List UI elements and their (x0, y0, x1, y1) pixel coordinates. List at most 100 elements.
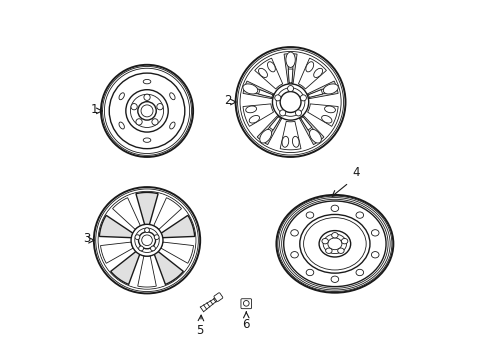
Circle shape (235, 47, 345, 157)
Circle shape (142, 235, 152, 246)
FancyBboxPatch shape (213, 293, 223, 301)
Ellipse shape (305, 269, 313, 276)
Ellipse shape (371, 230, 378, 236)
Ellipse shape (258, 68, 267, 77)
Ellipse shape (143, 138, 150, 142)
Polygon shape (291, 54, 297, 84)
Ellipse shape (282, 136, 288, 147)
Ellipse shape (245, 106, 256, 113)
Polygon shape (254, 58, 282, 89)
Circle shape (139, 246, 143, 251)
Ellipse shape (119, 93, 124, 100)
Circle shape (295, 110, 301, 116)
Ellipse shape (276, 195, 392, 293)
Ellipse shape (355, 212, 363, 218)
Text: 2: 2 (224, 94, 231, 107)
Ellipse shape (330, 276, 338, 283)
Polygon shape (101, 242, 133, 263)
Circle shape (272, 84, 308, 120)
Polygon shape (112, 198, 140, 229)
Polygon shape (284, 54, 289, 84)
Polygon shape (307, 81, 335, 95)
Polygon shape (153, 198, 181, 229)
Ellipse shape (143, 80, 150, 84)
Polygon shape (154, 251, 183, 284)
Circle shape (99, 192, 195, 288)
Circle shape (154, 235, 159, 239)
Ellipse shape (321, 238, 328, 244)
Text: 4: 4 (351, 166, 359, 179)
Ellipse shape (292, 136, 299, 147)
Ellipse shape (371, 252, 378, 258)
Circle shape (276, 88, 304, 116)
Ellipse shape (324, 106, 335, 113)
Polygon shape (110, 251, 140, 284)
Circle shape (135, 228, 159, 252)
Polygon shape (99, 215, 133, 238)
Polygon shape (138, 256, 156, 287)
Polygon shape (257, 116, 278, 139)
Ellipse shape (299, 215, 369, 273)
Circle shape (157, 104, 163, 110)
Text: 5: 5 (196, 324, 203, 337)
Polygon shape (264, 118, 281, 145)
Ellipse shape (267, 62, 275, 72)
Ellipse shape (305, 62, 313, 72)
Circle shape (131, 104, 137, 110)
Circle shape (101, 65, 193, 157)
Circle shape (138, 232, 155, 249)
Polygon shape (288, 69, 292, 83)
Ellipse shape (313, 68, 322, 77)
Polygon shape (136, 192, 158, 225)
Circle shape (143, 94, 150, 100)
Polygon shape (307, 104, 338, 126)
Polygon shape (243, 104, 273, 126)
Polygon shape (161, 242, 193, 263)
Circle shape (279, 110, 285, 116)
Polygon shape (258, 90, 272, 97)
Polygon shape (243, 90, 272, 99)
Circle shape (300, 95, 306, 101)
Polygon shape (300, 117, 311, 130)
Circle shape (150, 246, 155, 251)
Ellipse shape (305, 212, 313, 218)
Ellipse shape (243, 84, 257, 94)
Ellipse shape (323, 84, 338, 94)
Circle shape (141, 105, 153, 117)
Polygon shape (308, 90, 322, 97)
Ellipse shape (290, 230, 298, 236)
Text: 6: 6 (242, 318, 249, 330)
Circle shape (243, 301, 248, 306)
Ellipse shape (337, 248, 344, 253)
Ellipse shape (285, 52, 295, 67)
Ellipse shape (290, 252, 298, 258)
Ellipse shape (327, 238, 341, 250)
FancyBboxPatch shape (241, 299, 251, 309)
Polygon shape (298, 58, 326, 89)
Polygon shape (302, 116, 324, 139)
Polygon shape (299, 118, 316, 145)
Circle shape (94, 187, 200, 293)
Text: 1: 1 (91, 103, 99, 116)
Polygon shape (308, 90, 338, 99)
Ellipse shape (169, 93, 175, 100)
Ellipse shape (341, 238, 347, 244)
Ellipse shape (355, 269, 363, 276)
Polygon shape (269, 117, 280, 130)
Ellipse shape (321, 116, 331, 123)
Polygon shape (280, 121, 301, 150)
Circle shape (152, 119, 158, 125)
Circle shape (287, 86, 293, 91)
Circle shape (135, 235, 140, 239)
Text: 3: 3 (82, 232, 90, 245)
Circle shape (241, 53, 339, 152)
Ellipse shape (283, 201, 385, 287)
Ellipse shape (323, 234, 346, 253)
Ellipse shape (169, 122, 175, 129)
Polygon shape (245, 81, 273, 95)
Circle shape (138, 102, 156, 120)
Circle shape (136, 119, 142, 125)
Ellipse shape (259, 130, 271, 143)
Ellipse shape (331, 233, 337, 238)
Circle shape (125, 90, 168, 132)
